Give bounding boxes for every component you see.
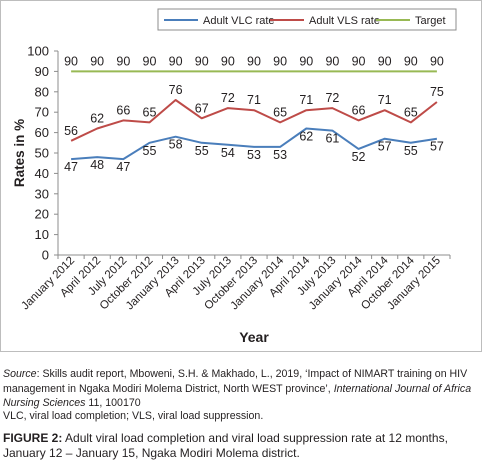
y-tick-label: 20 (35, 207, 49, 222)
y-tick-label: 10 (35, 227, 49, 242)
data-label: 90 (273, 54, 287, 68)
data-label: 75 (430, 85, 444, 99)
data-label: 62 (90, 112, 104, 126)
data-label: 90 (404, 54, 418, 68)
data-label: 55 (143, 144, 157, 158)
y-tick-label: 70 (35, 105, 49, 120)
data-label: 72 (325, 91, 339, 105)
figure-label: FIGURE 2: (3, 431, 63, 445)
figure-text: Adult viral load completion and viral lo… (3, 431, 448, 460)
data-label: 57 (378, 140, 392, 154)
data-label: 62 (299, 130, 313, 144)
series-line-adult-vlc-rate (71, 127, 438, 161)
data-label: 71 (378, 93, 392, 107)
data-label: 58 (169, 138, 183, 152)
data-label: 65 (404, 105, 418, 119)
data-label: 53 (247, 148, 261, 162)
source-label: Source (3, 368, 37, 380)
legend-label: Target (415, 15, 446, 27)
data-label: 53 (273, 148, 287, 162)
y-tick-label: 90 (35, 64, 49, 79)
chart-frame: 0 10 20 30 40 50 60 70 80 90 100 January 2012 April … (0, 0, 482, 352)
data-label: 66 (352, 103, 366, 117)
data-label: 90 (169, 54, 183, 68)
data-label: 90 (352, 54, 366, 68)
y-tick-label: 0 (42, 248, 49, 263)
data-label: 71 (247, 93, 261, 107)
legend-box (157, 8, 457, 31)
data-label: 72 (221, 91, 235, 105)
y-tick-label: 80 (35, 84, 49, 99)
data-label: 76 (169, 83, 183, 97)
y-axis-title: Rates in % (12, 119, 27, 187)
data-label: 66 (116, 103, 130, 117)
y-tick-label: 40 (35, 166, 49, 181)
data-label: 90 (378, 54, 392, 68)
data-label: 90 (143, 54, 157, 68)
data-label: 90 (64, 54, 78, 68)
source-text: : Skills audit report, Mboweni, S.H. & M… (3, 368, 468, 395)
data-label: 65 (143, 105, 157, 119)
figure-caption: FIGURE 2: Adult viral load completion an… (3, 431, 479, 461)
data-label: 90 (221, 54, 235, 68)
data-label: 61 (325, 132, 339, 146)
data-label: 90 (247, 54, 261, 68)
data-label: 65 (273, 105, 287, 119)
data-label: 57 (430, 140, 444, 154)
data-label: 90 (195, 54, 209, 68)
y-tick-label: 30 (35, 186, 49, 201)
data-label: 90 (116, 54, 130, 68)
data-label: 56 (64, 124, 78, 138)
data-label: 47 (116, 160, 130, 174)
source-note: Source: Skills audit report, Mboweni, S.… (3, 367, 479, 411)
abbreviations-note: VLC, viral load completion; VLS, viral l… (3, 410, 264, 422)
data-label: 55 (404, 144, 418, 158)
data-label: 67 (195, 101, 209, 115)
data-label: 52 (352, 150, 366, 164)
source-journal: International Journal of Africa Nursing … (3, 382, 472, 410)
data-label: 71 (299, 93, 313, 107)
data-label: 90 (325, 54, 339, 68)
data-label: 48 (90, 158, 104, 172)
data-label: 90 (430, 54, 444, 68)
x-axis-title: Year (239, 329, 269, 345)
legend-label: Adult VLS rate (309, 15, 380, 27)
data-label: 90 (90, 54, 104, 68)
y-tick-label: 60 (35, 125, 49, 140)
legend-label: Adult VLC rate (203, 15, 275, 27)
series-line-adult-vls-rate (70, 99, 438, 142)
data-label: 54 (221, 146, 235, 160)
source-reference: 11, 100170 (85, 397, 141, 409)
data-label: 90 (299, 54, 313, 68)
data-label: 55 (195, 144, 209, 158)
y-tick-label: 100 (27, 44, 49, 59)
y-tick-label: 50 (35, 146, 49, 161)
data-label: 47 (64, 160, 78, 174)
